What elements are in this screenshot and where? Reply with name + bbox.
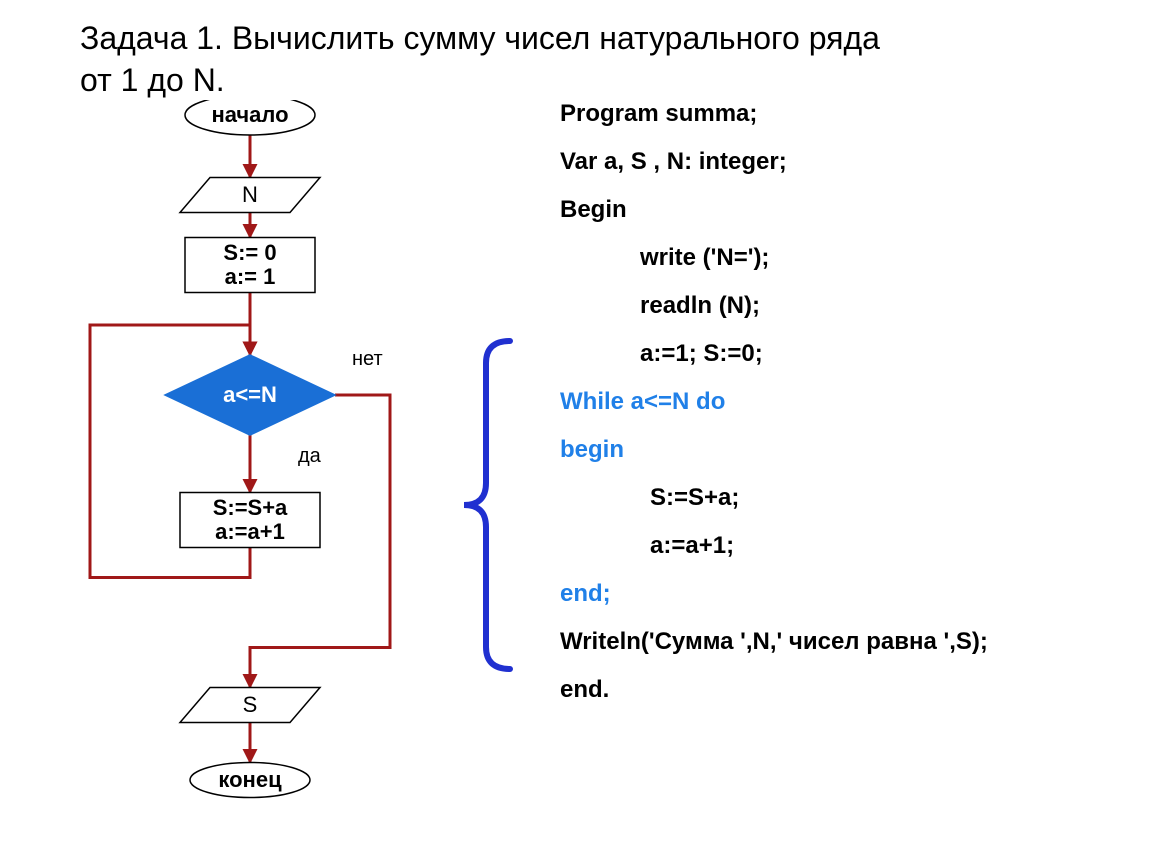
flow-node-end: конец [190, 763, 310, 798]
curly-brace [450, 335, 550, 675]
flow-node-output_s: S [180, 688, 320, 723]
svg-text:a:= 1: a:= 1 [225, 264, 276, 289]
code-line-10: end; [560, 580, 1130, 608]
svg-text:нет: нет [352, 348, 383, 370]
code-line-3: write ('N='); [560, 244, 1130, 272]
flowchart-svg: да нет начало N S:= 0a:= 1 a<=N S:=S+aa:=a+1 Sк… [60, 100, 480, 840]
flow-node-init: S:= 0a:= 1 [185, 238, 315, 293]
title-line-1: Задача 1. Вычислить сумму чисел натураль… [80, 20, 880, 56]
flow-node-input_n: N [180, 178, 320, 213]
svg-text:S: S [243, 692, 258, 717]
code-line-2: Begin [560, 196, 1130, 224]
flowchart: да нет начало N S:= 0a:= 1 a<=N S:=S+aa:=a+1 Sк… [60, 100, 480, 840]
svg-text:S:= 0: S:= 0 [223, 240, 276, 265]
svg-text:начало: начало [211, 102, 288, 127]
svg-text:да: да [298, 445, 322, 467]
svg-text:a:=a+1: a:=a+1 [215, 519, 285, 544]
brace-svg [450, 335, 550, 675]
flow-node-cond: a<=N [165, 355, 335, 435]
code-listing: Program summa; Var a, S , N: integer; Begi… [560, 100, 1130, 724]
code-line-9: a:=a+1; [560, 532, 1130, 560]
title-line-2: от 1 до N. [80, 62, 225, 98]
flow-node-start: начало [185, 100, 315, 135]
code-line-0: Program summa; [560, 100, 1130, 128]
svg-text:N: N [242, 182, 258, 207]
page-title: Задача 1. Вычислить сумму чисел натураль… [80, 18, 880, 101]
code-line-11: Writeln('Сумма ',N,' чисел равна ',S); [560, 628, 1130, 656]
code-line-8: S:=S+a; [560, 484, 1130, 512]
svg-text:S:=S+a: S:=S+a [213, 495, 288, 520]
svg-text:конец: конец [218, 767, 282, 792]
code-line-1: Var a, S , N: integer; [560, 148, 1130, 176]
code-line-4: readln (N); [560, 292, 1130, 320]
code-line-5: a:=1; S:=0; [560, 340, 1130, 368]
code-line-12: end. [560, 676, 1130, 704]
code-line-6: While a<=N do [560, 388, 1130, 416]
svg-text:a<=N: a<=N [223, 382, 277, 407]
flow-node-body: S:=S+aa:=a+1 [180, 493, 320, 548]
code-line-7: begin [560, 436, 1130, 464]
